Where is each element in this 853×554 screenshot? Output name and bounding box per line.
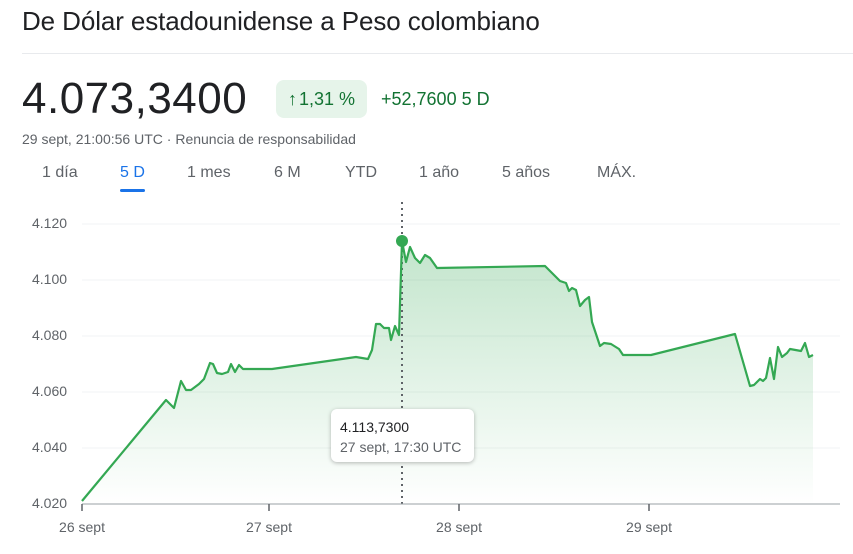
change-absolute: +52,7600 5 D bbox=[381, 89, 490, 109]
tab-6-months[interactable]: 6 M bbox=[274, 164, 301, 181]
tooltip-date: 27 sept, 17:30 UTC bbox=[340, 439, 462, 455]
x-axis bbox=[81, 503, 840, 511]
tab-ytd[interactable]: YTD bbox=[345, 164, 377, 181]
change-percent-badge: ↑ 1,31 % bbox=[276, 80, 368, 118]
timestamp: 29 sept, 21:00:56 UTC bbox=[22, 131, 163, 147]
chart-tooltip: 4.113,7300 27 sept, 17:30 UTC bbox=[331, 409, 474, 462]
change-percent: 1,31 % bbox=[299, 88, 356, 109]
disclaimer-link[interactable]: Renuncia de responsabilidad bbox=[175, 131, 356, 147]
y-tick-4080: 4.080 bbox=[32, 327, 68, 343]
price-line bbox=[81, 239, 814, 502]
current-price: 4.073,3400 bbox=[22, 74, 248, 123]
highlighted-point-marker bbox=[396, 235, 408, 247]
tab-max[interactable]: MÁX. bbox=[597, 164, 637, 181]
y-tick-4100: 4.100 bbox=[32, 271, 68, 287]
page-title: De Dólar estadounidense a Peso colombian… bbox=[22, 6, 540, 36]
y-tick-4060: 4.060 bbox=[32, 383, 68, 399]
x-tick-29-sept: 29 sept bbox=[626, 519, 672, 535]
y-tick-4040: 4.040 bbox=[32, 439, 68, 455]
quote-meta: 29 sept, 21:00:56 UTC · Renuncia de resp… bbox=[22, 131, 356, 147]
tab-5-years[interactable]: 5 años bbox=[502, 164, 551, 181]
tooltip-value: 4.113,7300 bbox=[340, 419, 410, 435]
x-tick-26-sept: 26 sept bbox=[59, 519, 105, 535]
arrow-up-icon: ↑ bbox=[288, 88, 297, 109]
title-divider bbox=[22, 53, 853, 54]
y-tick-4120: 4.120 bbox=[32, 215, 68, 231]
separator: · bbox=[162, 131, 176, 147]
tab-1-year[interactable]: 1 año bbox=[419, 164, 460, 181]
tab-1-month[interactable]: 1 mes bbox=[187, 164, 231, 181]
x-tick-28-sept: 28 sept bbox=[436, 519, 482, 535]
x-tick-27-sept: 27 sept bbox=[246, 519, 292, 535]
tab-5-days[interactable]: 5 D bbox=[120, 164, 145, 192]
tab-1-day[interactable]: 1 día bbox=[42, 164, 78, 181]
price-area-fill bbox=[82, 241, 813, 504]
y-tick-4020: 4.020 bbox=[32, 495, 68, 511]
